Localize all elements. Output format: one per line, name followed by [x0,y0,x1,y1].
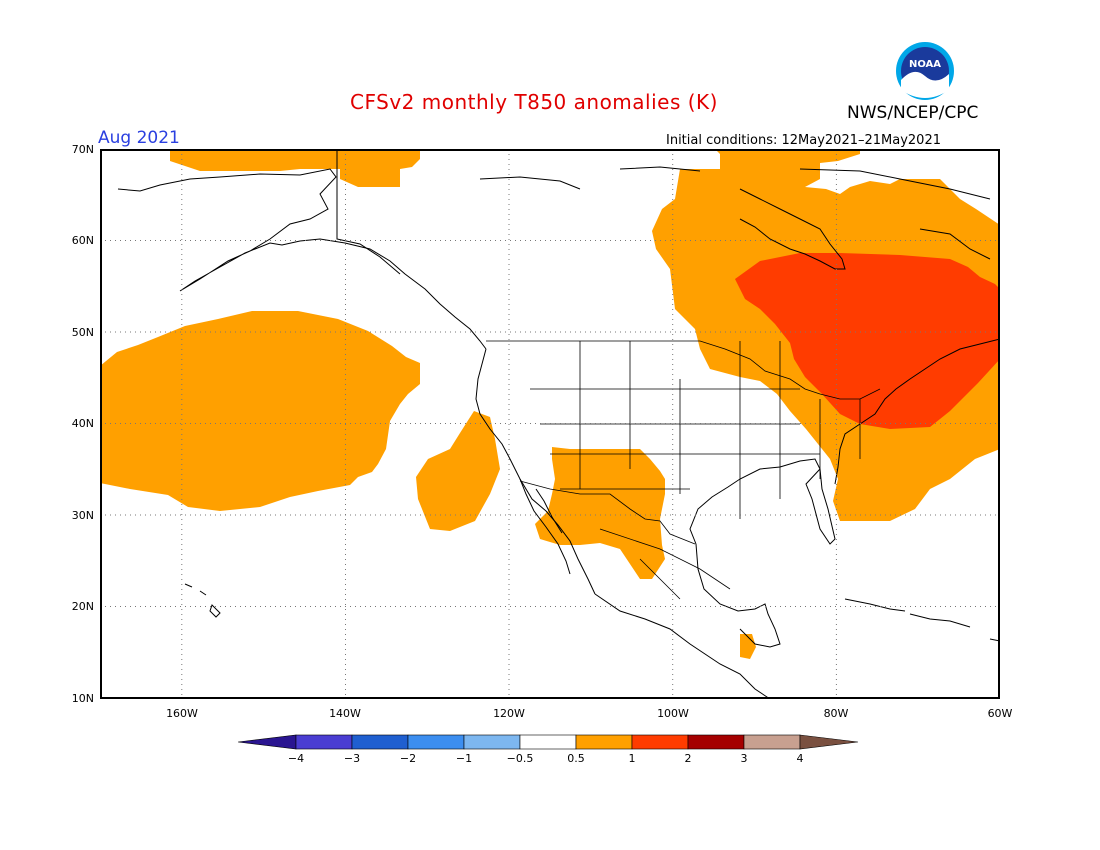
colorbar-tick-label: −0.5 [506,752,534,765]
hudson-bay [739,188,846,270]
lon-label-80w: 80W [823,707,849,720]
mexico-states [599,528,731,600]
chart-title: CFSv2 monthly T850 anomalies (K) [350,90,718,114]
coastlines [117,149,1000,699]
alaska-coast [117,168,487,350]
colorbar-cell [351,734,409,750]
lon-label-100w: 100W [657,707,689,720]
gulf-coast-us [689,458,836,545]
colorbar-cell [463,734,521,750]
logo-text: NOAA [909,59,941,70]
lat-label-70n: 70N [71,143,94,156]
colorbar-tick-label: 3 [740,752,748,765]
colorbar-tick-label: 2 [684,752,692,765]
initial-conditions-label: Initial conditions: 12May2021–21May2021 [666,133,941,148]
colorbar-tick-label: −2 [399,752,417,765]
colorbar-cell-arrow-low [238,734,297,750]
lat-label-30n: 30N [71,509,94,522]
colorbar-tick-label: −4 [287,752,305,765]
map-frame [100,149,1000,699]
us-canada-border [486,340,881,400]
lat-label-60n: 60N [71,234,94,247]
anomaly-central-america-warm [740,634,756,659]
colorbar-cell-arrow-high [799,734,859,750]
lat-label-50n: 50N [71,326,94,339]
anomaly-map [100,149,1000,699]
us-mexico-border [519,480,696,545]
baja-peninsula [519,478,571,575]
anomaly-southwest-us-warm [535,447,665,579]
political-borders [486,340,881,600]
colorbar-tick-label: 0.5 [567,752,585,765]
graticule [100,149,1000,699]
colorbar-cell [575,734,633,750]
colorbar [238,734,859,750]
canadian-arctic-islands [479,166,991,260]
anomaly-great-lakes-quebec-hot [735,253,1000,429]
lon-label-60w: 60W [987,707,1013,720]
anomaly-beaufort-warm [340,149,420,187]
colorbar-tick-label: 1 [628,752,636,765]
colorbar-cell [743,734,801,750]
anomaly-north-pacific-warm [100,311,420,511]
colorbar-cell [631,734,689,750]
colorbar-tick-label: −1 [455,752,473,765]
colorbar-cell [519,734,577,750]
west-coast [475,348,596,595]
anomaly-baja-west-warm [416,411,500,531]
lon-label-160w: 160W [166,707,198,720]
mexico-gulf-coast [594,543,781,699]
alaska-canada-border [336,149,401,275]
east-coast [834,338,1000,485]
anomaly-shading [100,149,1000,659]
forecast-month-label: Aug 2021 [98,128,180,148]
colorbar-tick-label: −3 [343,752,361,765]
colorbar-cell [407,734,465,750]
lon-label-120w: 120W [493,707,525,720]
agency-label: NWS/NCEP/CPC [847,103,979,123]
lat-label-40n: 40N [71,417,94,430]
colorbar-cell [687,734,745,750]
hawaii-islands [184,583,221,618]
lon-label-140w: 140W [329,707,361,720]
lat-label-10n: 10N [71,692,94,705]
lat-label-20n: 20N [71,600,94,613]
anomaly-alaska-north-warm [170,149,348,171]
colorbar-tick-label: 4 [796,752,804,765]
colorbar-cell [295,734,353,750]
noaa-logo-icon: NOAA [896,42,954,100]
